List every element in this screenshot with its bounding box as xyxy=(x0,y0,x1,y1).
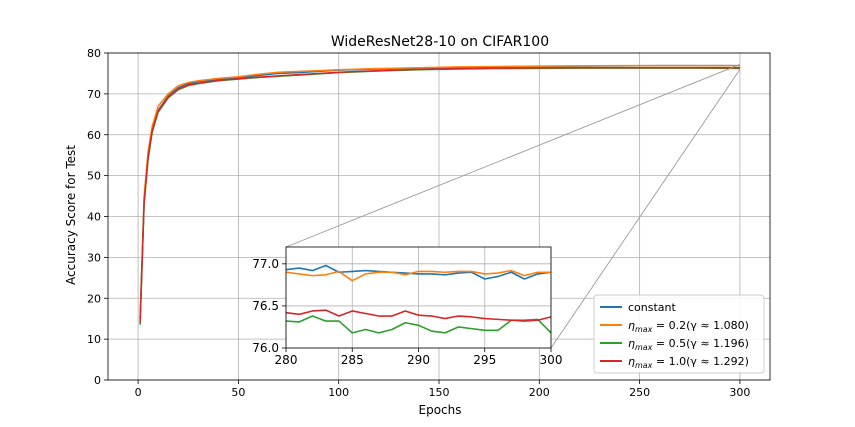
inset-y-tick-label: 77.0 xyxy=(252,257,279,271)
main-plot-frame xyxy=(107,52,771,381)
x-tick-label: 0 xyxy=(135,386,142,399)
legend-label-2: ηmax = 0.5(γ ≈ 1.196) xyxy=(628,337,749,352)
inset-x-tick-label: 295 xyxy=(473,353,496,367)
inset-x-tick-label: 280 xyxy=(275,353,298,367)
chart-title: WideResNet28-10 on CIFAR100 xyxy=(331,34,549,50)
inset-frame xyxy=(285,246,552,349)
y-tick-label: 80 xyxy=(87,47,101,60)
main-series-lines xyxy=(139,64,740,325)
x-tick-label: 100 xyxy=(328,386,349,399)
inset-zoom: 280 285 290 295 300 76.0 76.5 77.0 xyxy=(252,246,563,367)
connector-line-bottom xyxy=(550,69,741,349)
inset-x-tick-label: 300 xyxy=(540,353,563,367)
y-tick-label: 20 xyxy=(87,292,101,305)
y-axis-label: Accuracy Score for Test xyxy=(64,145,78,285)
inset-y-tick-label: 76.5 xyxy=(252,299,279,313)
x-tick-label: 250 xyxy=(629,386,650,399)
inset-connector-lines xyxy=(285,64,741,349)
legend-label-1: ηmax = 0.2(γ ≈ 1.080) xyxy=(628,319,749,334)
x-tick-label: 50 xyxy=(231,386,245,399)
inset-y-tick-label: 76.0 xyxy=(252,341,279,355)
y-tick-label: 60 xyxy=(87,129,101,142)
main-axes: 0 50 100 150 200 250 300 0 10 20 30 40 50 60 70 80 xyxy=(87,47,771,399)
y-tick-label: 40 xyxy=(87,211,101,224)
y-tick-label: 50 xyxy=(87,170,101,183)
y-tick-label: 30 xyxy=(87,251,101,264)
inset-series-line-1 xyxy=(285,269,551,282)
connector-line-top xyxy=(285,64,741,248)
x-tick-label: 300 xyxy=(729,386,750,399)
legend: constant ηmax = 0.2(γ ≈ 1.080) ηmax = 0.5(… xyxy=(593,294,765,374)
x-axis-label: Epochs xyxy=(419,403,462,417)
series-line-3 xyxy=(139,66,740,323)
legend-label-0: constant xyxy=(628,301,677,314)
y-tick-label: 0 xyxy=(94,374,101,387)
inset-x-tick-label: 285 xyxy=(341,353,364,367)
inset-series-line-3 xyxy=(285,309,552,322)
y-tick-label: 70 xyxy=(87,88,101,101)
x-tick-label: 150 xyxy=(429,386,450,399)
inset-series-line-0 xyxy=(285,264,552,280)
inset-series-line-2 xyxy=(285,315,552,334)
legend-box xyxy=(593,294,765,374)
series-line-1 xyxy=(139,64,740,319)
inset-x-tick-label: 290 xyxy=(407,353,430,367)
y-tick-label: 10 xyxy=(87,333,101,346)
legend-label-3: ηmax = 1.0(γ ≈ 1.292) xyxy=(628,355,749,370)
x-tick-label: 200 xyxy=(529,386,550,399)
